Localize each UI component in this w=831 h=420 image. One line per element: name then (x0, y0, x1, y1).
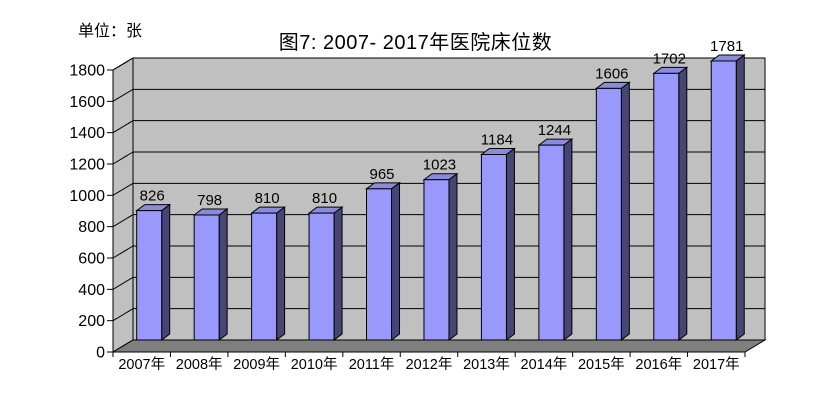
y-tick-label: 400 (78, 282, 105, 299)
bar-side (391, 181, 401, 341)
x-tick-label: 2010年 (291, 356, 338, 373)
y-tick-label: 800 (78, 219, 105, 236)
gridline-wall-connector (112, 245, 134, 259)
gridline-wall-connector (112, 182, 134, 196)
y-tick-label: 1800 (69, 63, 105, 80)
bar-side (333, 206, 343, 341)
bar-side (276, 206, 286, 341)
x-tick-label: 2007年 (118, 356, 165, 373)
x-tick-label: 2013年 (463, 356, 510, 373)
x-tick-label: 2014年 (521, 356, 568, 373)
x-tick-label: 2011年 (349, 356, 395, 373)
bar-side (620, 81, 630, 341)
left-wall (112, 57, 134, 353)
gridline-wall-connector (112, 151, 134, 165)
bar-side (678, 66, 688, 341)
bar-value-label: 1244 (538, 122, 571, 139)
floor (111, 339, 767, 353)
bar-front (653, 72, 680, 341)
gridline-wall-connector (112, 308, 134, 322)
y-tick-label: 1400 (69, 125, 105, 142)
gridline-wall-connector (112, 120, 134, 134)
bar-value-label: 1023 (423, 157, 456, 174)
bar-value-label: 798 (197, 192, 222, 209)
bar-front (251, 212, 278, 341)
x-tick-label: 2015年 (578, 356, 625, 373)
bar-front (136, 210, 163, 341)
x-tick-label: 2017年 (693, 356, 740, 373)
bar-value-label: 826 (140, 188, 165, 205)
y-tick-label: 200 (78, 313, 105, 330)
x-tick-label: 2009年 (233, 356, 280, 373)
y-tick-label: 1600 (69, 94, 105, 111)
bar-value-label: 1184 (481, 132, 513, 149)
bar-side (161, 203, 171, 341)
x-tick-label: 2012年 (406, 356, 453, 373)
bar-front (423, 179, 450, 341)
bar-front (595, 87, 622, 341)
y-tick-label: 1000 (69, 188, 105, 205)
gridline-wall-connector (112, 214, 134, 228)
gridline-wall-connector (112, 276, 134, 290)
chart-title: 图7: 2007- 2017年医院床位数 (278, 32, 553, 54)
y-tick-label: 1200 (69, 157, 105, 174)
bar-value-label: 1781 (710, 38, 743, 55)
bar-side (563, 138, 573, 341)
bar-value-label: 1606 (595, 65, 628, 82)
bar-front (308, 212, 335, 341)
bar-side (218, 207, 228, 341)
bar-front (710, 60, 737, 341)
bar-front (366, 188, 393, 341)
gridline-wall-connector (112, 57, 134, 71)
bar-side (448, 172, 458, 341)
bar-side (505, 147, 515, 342)
bar-value-label: 965 (370, 166, 395, 183)
bar-front (538, 144, 565, 341)
gridline-wall-connector (112, 88, 134, 102)
bar-value-label: 810 (255, 190, 280, 207)
unit-label: 单位：张 (78, 23, 143, 40)
x-tick-label: 2016年 (635, 356, 682, 373)
bar-value-label: 1702 (653, 50, 686, 67)
bar-front (480, 154, 507, 341)
x-tick-label: 2008年 (176, 356, 223, 373)
bar-side (735, 53, 745, 341)
bar-value-label: 810 (312, 190, 337, 207)
bar-front (193, 214, 220, 341)
y-tick-label: 600 (78, 251, 105, 268)
y-tick-label: 0 (96, 345, 105, 362)
